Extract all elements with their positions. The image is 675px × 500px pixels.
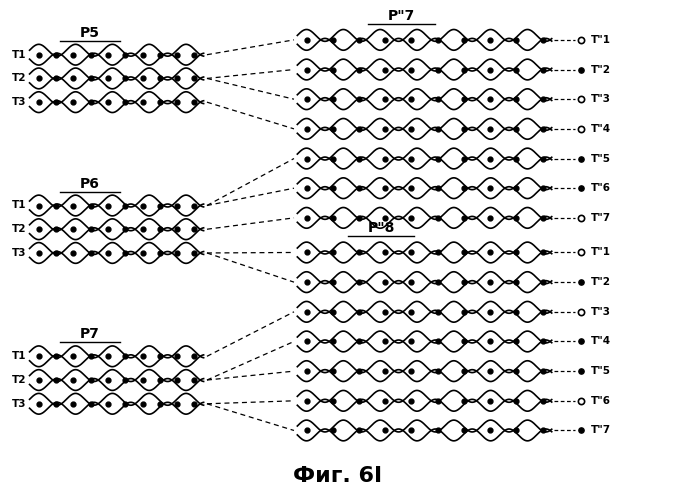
Text: T"1: T"1 [591,35,611,45]
Text: T3: T3 [11,97,26,107]
Text: T"3: T"3 [591,94,611,104]
Text: T3: T3 [11,399,26,409]
Text: T"7: T"7 [591,213,611,223]
Text: T"1: T"1 [591,248,611,258]
Text: T"5: T"5 [591,366,611,376]
Text: P"8: P"8 [367,221,395,235]
Text: T"7: T"7 [591,426,611,436]
Text: T"4: T"4 [591,124,611,134]
Text: T1: T1 [11,200,26,210]
Text: T"6: T"6 [591,183,611,193]
Text: P6: P6 [80,176,100,190]
Text: T3: T3 [11,248,26,258]
Text: T2: T2 [11,74,26,84]
Text: P"7: P"7 [387,8,414,22]
Text: T2: T2 [11,375,26,385]
Text: T1: T1 [11,50,26,59]
Text: T"3: T"3 [591,307,611,317]
Text: T"5: T"5 [591,154,611,164]
Text: T2: T2 [11,224,26,234]
Text: T"2: T"2 [591,64,611,74]
Text: Фиг. 6I: Фиг. 6I [293,466,382,486]
Text: P7: P7 [80,328,100,342]
Text: T"6: T"6 [591,396,611,406]
Text: T"2: T"2 [591,277,611,287]
Text: T"4: T"4 [591,336,611,346]
Text: T1: T1 [11,352,26,362]
Text: P5: P5 [80,26,100,40]
